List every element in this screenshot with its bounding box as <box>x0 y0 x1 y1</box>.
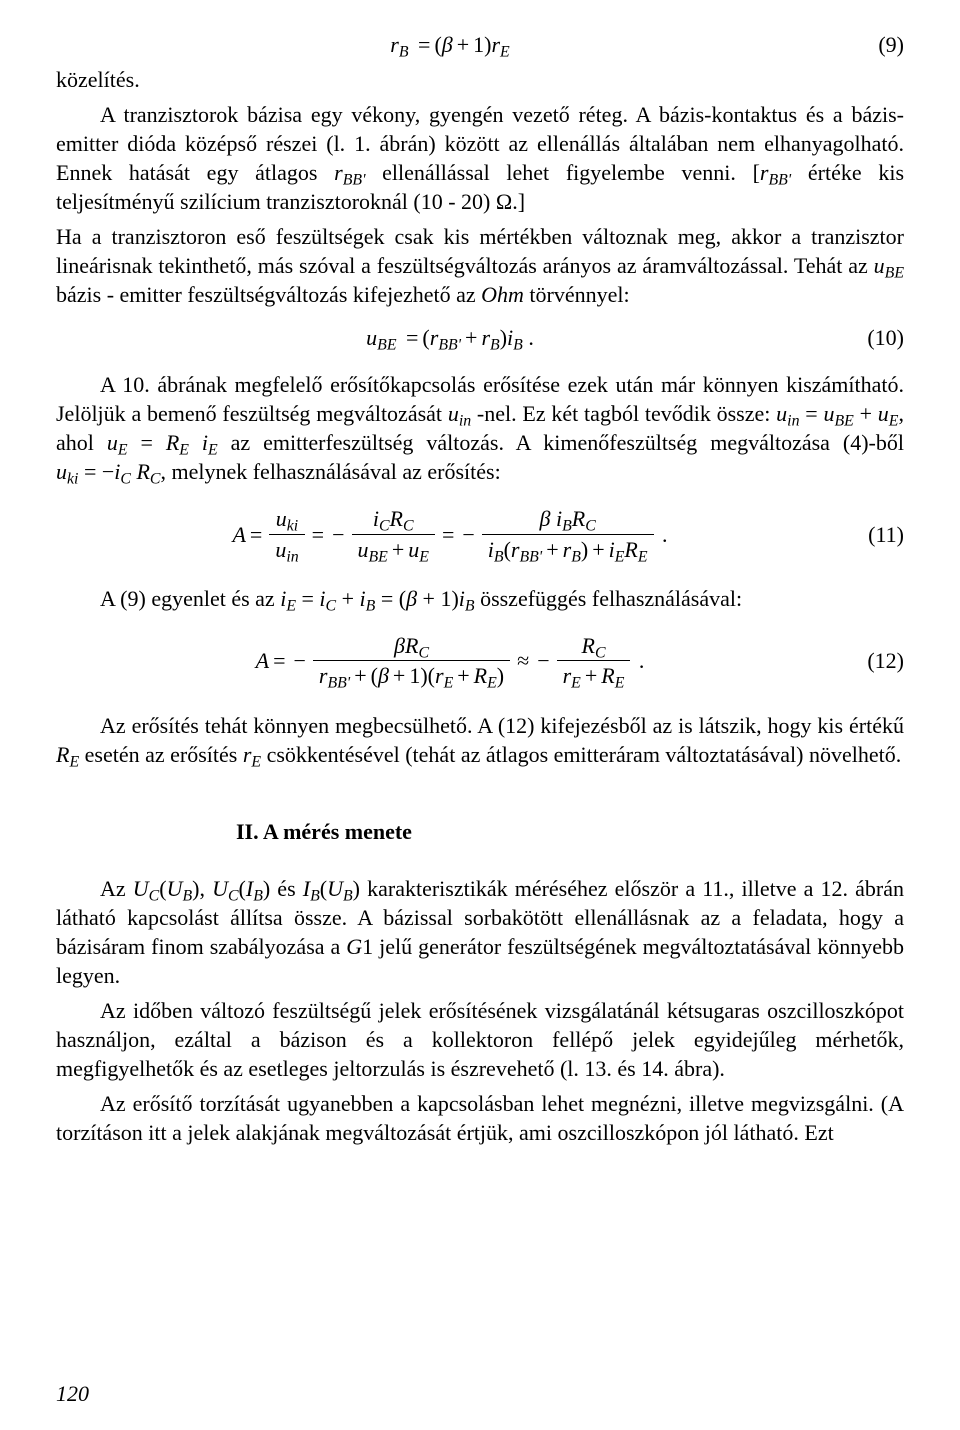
paragraph-2: A 10. ábrának megfelelő erősítőkapcsolás… <box>56 370 904 486</box>
equation-12: A=− βRC rBB'+(β+1)(rE+RE) ≈− RC rE+RE . … <box>56 633 904 689</box>
paragraph-7: Az erősítő torzítását ugyanebben a kapcs… <box>56 1089 904 1147</box>
page-container: rB =(β+1)rE (9) közelítés. A tranzisztor… <box>0 0 960 1430</box>
paragraph-4: Az erősítés tehát könnyen megbecsülhető.… <box>56 711 904 769</box>
equation-11: A= ukiuin =− iCRCuBE+uE =− β iBRC iB(rBB… <box>56 506 904 562</box>
equation-10: uBE =(rBB'+rB)iB . (10) <box>56 323 904 352</box>
paragraph-5: Az UC(UB), UC(IB) és IB(UB) karakteriszt… <box>56 874 904 990</box>
equation-10-number: (10) <box>844 323 904 352</box>
paragraph-1c: Ha a tranzisztoron eső feszültségek csak… <box>56 222 904 309</box>
equation-11-body: A= ukiuin =− iCRCuBE+uE =− β iBRC iB(rBB… <box>56 506 844 562</box>
equation-12-body: A=− βRC rBB'+(β+1)(rE+RE) ≈− RC rE+RE . <box>56 633 844 689</box>
paragraph-6: Az időben változó feszültségű jelek erős… <box>56 996 904 1083</box>
equation-10-body: uBE =(rBB'+rB)iB . <box>56 323 844 352</box>
equation-9-body: rB =(β+1)rE <box>56 30 844 59</box>
paragraph-1a: közelítés. <box>56 65 904 94</box>
equation-9: rB =(β+1)rE (9) <box>56 30 904 59</box>
paragraph-1b: A tranzisztorok bázisa egy vékony, gyeng… <box>56 100 904 216</box>
page-number: 120 <box>56 1379 89 1408</box>
section-title-ii: II. A mérés menete <box>56 817 904 846</box>
equation-12-number: (12) <box>844 646 904 675</box>
paragraph-3: A (9) egyenlet és az iE = iC + iB = (β +… <box>56 584 904 613</box>
equation-11-number: (11) <box>844 520 904 549</box>
equation-9-number: (9) <box>844 30 904 59</box>
